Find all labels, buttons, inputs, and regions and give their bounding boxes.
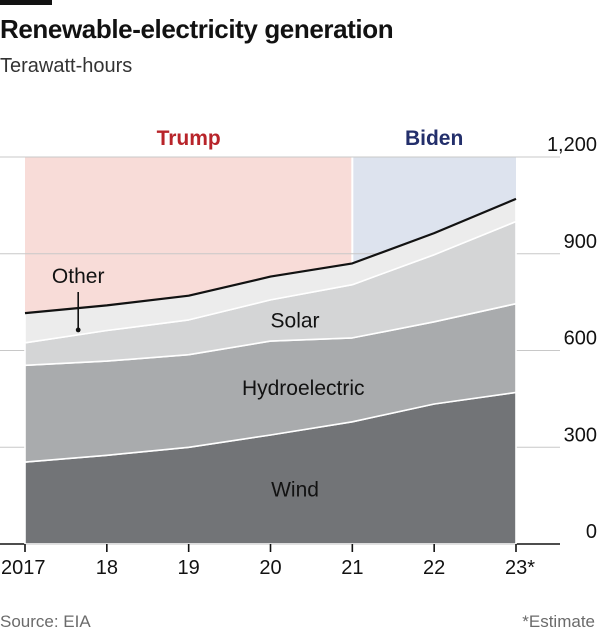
y-tick-label: 300 [564,424,597,446]
series-label-solar: Solar [271,310,320,333]
x-tick-label: 18 [96,557,118,579]
y-tick-label: 0 [586,521,597,543]
x-tick-label: 23* [505,557,535,579]
chart-subtitle: Terawatt-hours [0,55,133,77]
series-label-wind: Wind [271,478,319,501]
period-label-biden: Biden [405,127,463,150]
x-tick-label: 19 [178,557,200,579]
chart-canvas: Trump Biden Wind Hydroelectric Solar Other 0 30… [0,127,597,579]
x-tick-label: 20 [259,557,281,579]
source-note: Source: EIA [0,612,91,631]
series-label-hydroelectric: Hydroelectric [242,377,365,400]
series-label-other: Other [52,265,105,288]
y-tick-label: 1,200 [547,134,597,156]
other-leader-dot [75,327,81,333]
y-tick-label: 900 [564,231,597,253]
total-line [24,197,517,315]
x-tick-label: 2017 [1,557,46,579]
y-tick-label: 600 [564,328,597,350]
x-tick-label: 21 [341,557,363,579]
x-tick-label: 22 [423,557,445,579]
period-label-trump: Trump [157,127,221,150]
top-rule [0,0,52,5]
chart-title: Renewable-electricity generation [0,14,394,44]
estimate-note: *Estimate [522,612,595,631]
